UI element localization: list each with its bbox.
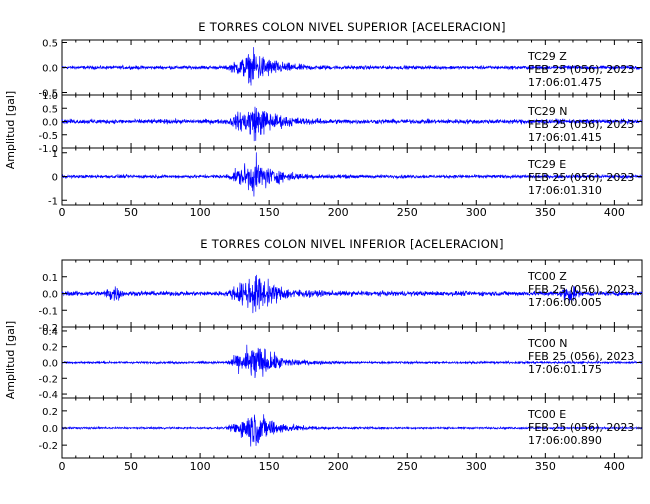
x-tick-label: 50 [124, 460, 138, 473]
date-label: FEB 25 (056), 2023 [528, 171, 634, 184]
y-tick-label: -0.5 [38, 89, 58, 100]
time-label: 17:06:00.005 [528, 296, 602, 309]
x-tick-label: 150 [259, 460, 280, 473]
x-tick-label: 300 [466, 206, 487, 219]
waveform-line [61, 106, 643, 142]
channel-label: TC00 Z [527, 270, 567, 283]
y-tick-label: 0.1 [42, 273, 58, 284]
y-tick-label: 0.0 [42, 118, 58, 129]
time-label: 17:06:01.310 [528, 184, 602, 197]
y-tick-label: 0.0 [42, 290, 58, 301]
x-tick-label: 0 [59, 206, 66, 219]
x-tick-label: 200 [328, 460, 349, 473]
date-label: FEB 25 (056), 2023 [528, 421, 634, 434]
x-tick-label: 400 [604, 206, 625, 219]
channel-label: TC29 N [527, 105, 567, 118]
x-tick-label: 350 [535, 206, 556, 219]
y-tick-label: 0 [52, 173, 58, 184]
x-tick-label: 150 [259, 206, 280, 219]
x-tick-label: 350 [535, 460, 556, 473]
channel-label: TC00 E [527, 408, 566, 421]
time-label: 17:06:01.475 [528, 76, 602, 89]
chart-group-1: E TORRES COLON NIVEL SUPERIOR [ACELERACI… [4, 20, 643, 219]
waveform-line [61, 414, 643, 447]
y-tick-label: 0.0 [42, 64, 58, 75]
y-tick-label: 1 [52, 149, 58, 160]
date-label: FEB 25 (056), 2023 [528, 350, 634, 363]
date-label: FEB 25 (056), 2023 [528, 118, 634, 131]
chart-title: E TORRES COLON NIVEL INFERIOR [ACELERACI… [200, 237, 504, 251]
y-tick-label: -0.2 [38, 374, 58, 385]
x-tick-label: 300 [466, 460, 487, 473]
y-tick-label: -0.5 [38, 131, 58, 142]
channel-label: TC29 E [527, 158, 566, 171]
y-tick-label: 0.0 [42, 359, 58, 370]
x-tick-label: 100 [190, 206, 211, 219]
y-tick-label: -1 [48, 196, 58, 207]
y-axis-label: Amplitud [gal] [4, 91, 17, 169]
y-axis-label: Amplitud [gal] [4, 321, 17, 399]
y-tick-label: -0.2 [38, 323, 58, 334]
y-tick-label: -0.1 [38, 306, 58, 317]
y-tick-label: -1.0 [38, 144, 58, 155]
waveform-line [61, 344, 643, 379]
channel-label: TC00 N [527, 337, 567, 350]
x-tick-label: 200 [328, 206, 349, 219]
time-label: 17:06:01.175 [528, 363, 602, 376]
chart-title: E TORRES COLON NIVEL SUPERIOR [ACELERACI… [198, 20, 506, 34]
y-tick-label: 0.5 [42, 39, 58, 50]
waveform-line [61, 152, 643, 197]
time-label: 17:06:01.415 [528, 131, 602, 144]
date-label: FEB 25 (056), 2023 [528, 283, 634, 296]
y-tick-label: 0.2 [42, 407, 58, 418]
x-tick-label: 0 [59, 460, 66, 473]
y-tick-label: -0.2 [38, 441, 58, 452]
chart-group-2: E TORRES COLON NIVEL INFERIOR [ACELERACI… [4, 237, 643, 473]
x-tick-label: 50 [124, 206, 138, 219]
y-tick-label: 0.0 [42, 424, 58, 435]
y-tick-label: -0.4 [38, 390, 58, 401]
waveform-line [61, 274, 643, 314]
x-tick-label: 250 [397, 460, 418, 473]
x-tick-label: 400 [604, 460, 625, 473]
y-tick-label: 0.5 [42, 104, 58, 115]
date-label: FEB 25 (056), 2023 [528, 63, 634, 76]
time-label: 17:06:00.890 [528, 434, 602, 447]
y-tick-label: 0.2 [42, 343, 58, 354]
x-tick-label: 100 [190, 460, 211, 473]
y-tick-label: 1.0 [42, 91, 58, 102]
y-tick-label: 0.4 [42, 327, 58, 338]
waveform-line [61, 47, 643, 86]
channel-label: TC29 Z [527, 50, 567, 63]
x-tick-label: 250 [397, 206, 418, 219]
